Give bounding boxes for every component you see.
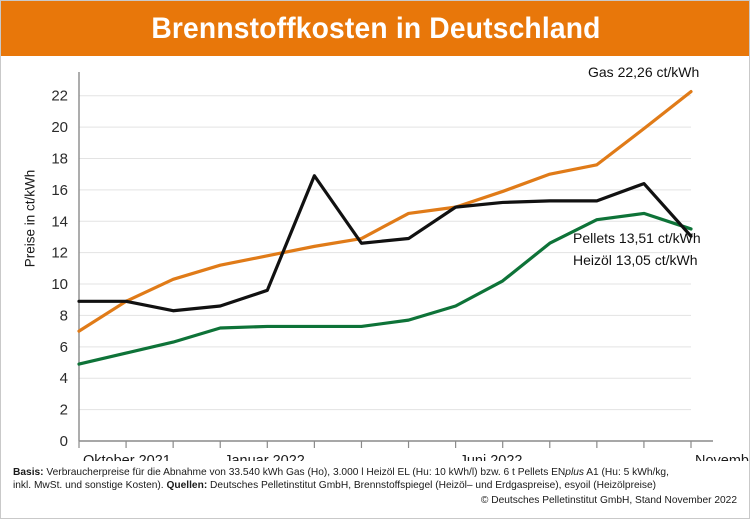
header-banner: Brennstoffkosten in Deutschland [1, 1, 749, 56]
y-tick-label: 14 [51, 213, 68, 230]
y-tick-label: 12 [51, 245, 68, 262]
y-tick-label: 0 [60, 433, 68, 450]
basis-label: Basis: [13, 467, 44, 478]
series-line-gas [77, 90, 693, 333]
y-tick-label: 8 [60, 307, 68, 324]
x-tick-label: Juni 2022 [460, 453, 523, 461]
x-axis-tick-labels: Oktober 2021 Januar 2022 Juni 2022 November… [83, 453, 750, 461]
x-tick-label: Januar 2022 [224, 453, 305, 461]
y-axis-title: Preise in ct/kWh [22, 169, 38, 268]
y-tick-label: 4 [60, 370, 68, 387]
page-title: Brennstoffkosten in Deutschland [151, 11, 601, 45]
series-label-pellets: Pellets 13,51 ct/kWh [573, 230, 701, 246]
x-tick-label: November 2022 [695, 453, 750, 461]
copyright-line: © Deutsches Pelletinstitut GmbH, Stand N… [480, 494, 737, 506]
basis-text-cont: inkl. MwSt. und sonstige Kosten). [13, 480, 167, 492]
series-line-pellets [77, 211, 693, 366]
quellen-label: Quellen: [166, 480, 208, 492]
series-label-heizoel: Heizöl 13,05 ct/kWh [573, 252, 698, 268]
line-chart: 0 2 4 6 8 10 12 14 16 18 20 22 Oktober 2021 Januar 2… [51, 72, 750, 461]
y-axis-tick-labels: 0 2 4 6 8 10 12 14 16 18 20 22 [51, 88, 68, 450]
quellen-text: Deutsches Pelletinstitut GmbH, Brennstof… [207, 480, 657, 492]
y-tick-label: 22 [51, 88, 68, 105]
x-tick-label: Oktober 2021 [83, 453, 171, 461]
series-line-heizoel [77, 174, 693, 313]
y-tick-label: 2 [60, 402, 68, 419]
basis-text: Verbraucherpreise für die Abnahme von 33… [43, 467, 566, 478]
chart-area: Preise in ct/kWh 0 2 4 6 8 10 12 14 16 18 20 22 Okt… [1, 56, 750, 461]
y-tick-label: 6 [60, 339, 68, 356]
footer-line-2: inkl. MwSt. und sonstige Kosten). Quelle… [13, 479, 741, 492]
axis-lines [78, 72, 713, 442]
gridlines [79, 95, 691, 442]
x-axis-ticks [78, 441, 692, 448]
y-tick-label: 20 [51, 119, 68, 136]
series-label-gas: Gas 22,26 ct/kWh [588, 64, 700, 80]
y-tick-label: 18 [51, 150, 68, 167]
enplus-italic: plus [565, 467, 584, 478]
y-tick-label: 10 [51, 276, 68, 293]
basis-text-tail: A1 (Hu: 5 kWh/kg, [583, 467, 669, 478]
footer-line-1: Basis: Verbraucherpreise für die Abnahme… [13, 466, 741, 479]
y-tick-label: 16 [51, 182, 68, 199]
footer-notes: Basis: Verbraucherpreise für die Abnahme… [1, 463, 749, 518]
series-lines [77, 90, 693, 366]
